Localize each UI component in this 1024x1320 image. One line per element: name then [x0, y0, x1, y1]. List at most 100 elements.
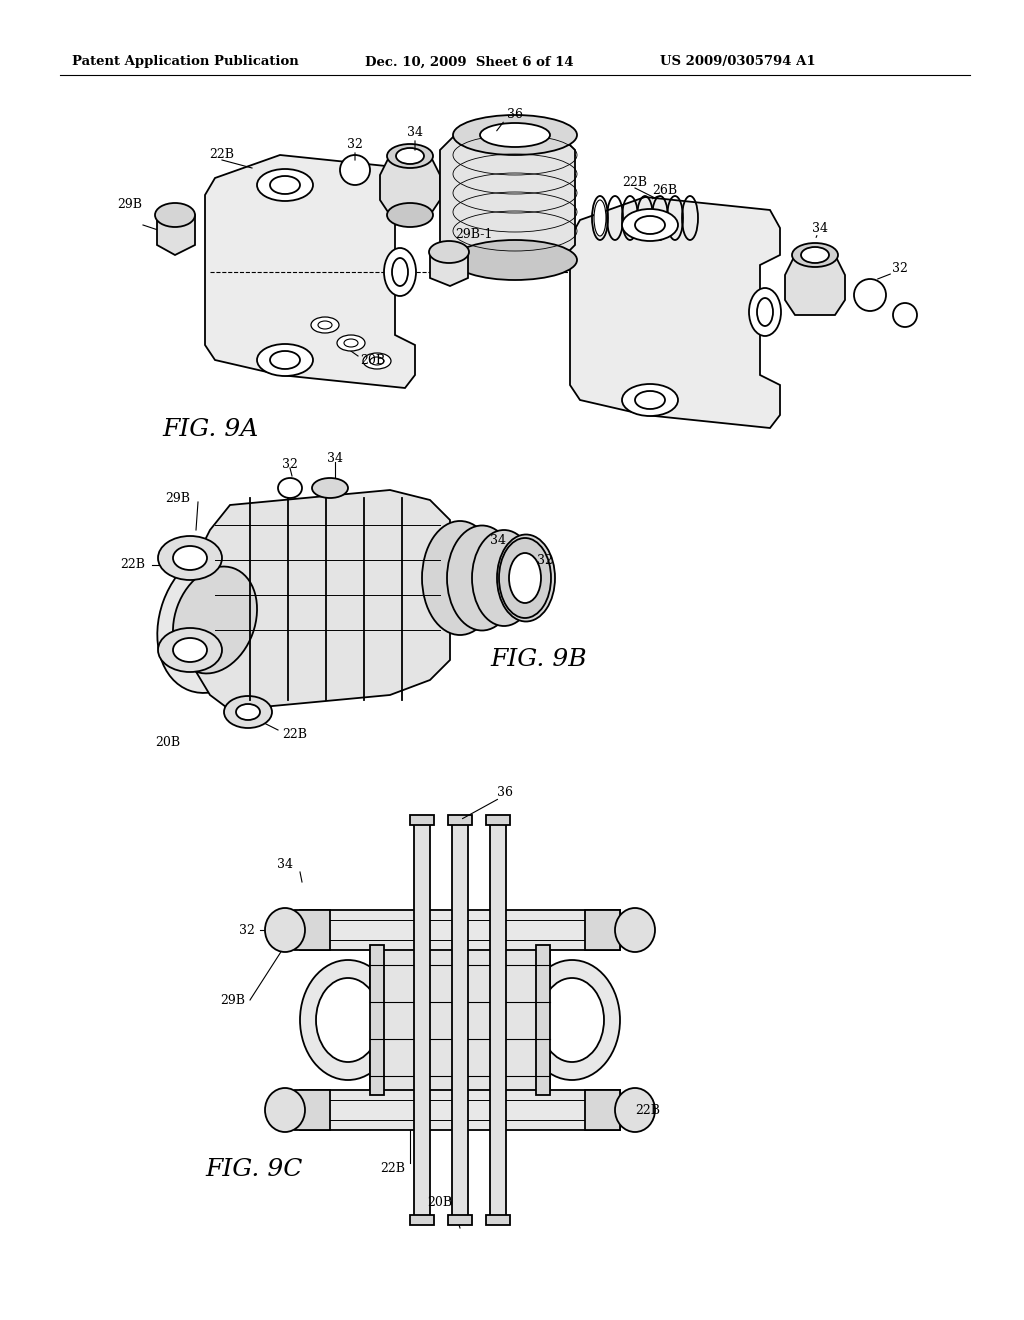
Text: 32: 32: [282, 458, 298, 470]
Ellipse shape: [158, 536, 222, 579]
Ellipse shape: [337, 335, 365, 351]
Bar: [300, 909, 620, 950]
Ellipse shape: [499, 539, 551, 618]
Text: Patent Application Publication: Patent Application Publication: [72, 55, 299, 69]
Ellipse shape: [362, 352, 391, 370]
Ellipse shape: [524, 960, 620, 1080]
Text: 34: 34: [278, 858, 293, 871]
Ellipse shape: [615, 1088, 655, 1133]
Ellipse shape: [155, 203, 195, 227]
Ellipse shape: [158, 628, 222, 672]
Polygon shape: [785, 255, 845, 315]
Ellipse shape: [173, 546, 207, 570]
Text: 29B: 29B: [118, 198, 142, 211]
Ellipse shape: [340, 154, 370, 185]
Bar: [295, 1090, 330, 1130]
Ellipse shape: [312, 478, 348, 498]
Text: Dec. 10, 2009  Sheet 6 of 14: Dec. 10, 2009 Sheet 6 of 14: [365, 55, 573, 69]
Ellipse shape: [300, 960, 396, 1080]
Ellipse shape: [396, 148, 424, 164]
Ellipse shape: [224, 696, 272, 729]
Ellipse shape: [453, 240, 577, 280]
Text: 22B: 22B: [210, 149, 234, 161]
Ellipse shape: [749, 288, 781, 337]
Ellipse shape: [635, 391, 665, 409]
Polygon shape: [570, 197, 780, 428]
Ellipse shape: [316, 978, 380, 1063]
Ellipse shape: [270, 176, 300, 194]
Bar: [585, 909, 620, 950]
Text: 29B-1: 29B-1: [455, 228, 493, 242]
Ellipse shape: [257, 169, 313, 201]
Text: 20B: 20B: [360, 354, 385, 367]
Text: 29B: 29B: [165, 491, 190, 504]
Text: 29B: 29B: [220, 994, 245, 1006]
Polygon shape: [205, 154, 415, 388]
Polygon shape: [157, 205, 195, 255]
Bar: [370, 945, 550, 1096]
Bar: [452, 820, 468, 1220]
Ellipse shape: [265, 1088, 305, 1133]
Ellipse shape: [622, 384, 678, 416]
Bar: [295, 909, 330, 950]
Text: US 2009/0305794 A1: US 2009/0305794 A1: [660, 55, 816, 69]
Bar: [300, 1090, 620, 1130]
Text: 22B: 22B: [623, 177, 647, 190]
Polygon shape: [430, 244, 468, 286]
Bar: [370, 945, 384, 1096]
Ellipse shape: [311, 317, 339, 333]
Ellipse shape: [854, 279, 886, 312]
Ellipse shape: [344, 339, 358, 347]
Text: 32: 32: [892, 261, 908, 275]
Bar: [585, 1090, 620, 1130]
Ellipse shape: [236, 704, 260, 719]
Ellipse shape: [278, 478, 302, 498]
Ellipse shape: [893, 304, 918, 327]
Text: FIG. 9A: FIG. 9A: [162, 418, 258, 441]
Text: 20B: 20B: [427, 1196, 453, 1209]
Ellipse shape: [497, 535, 555, 622]
Ellipse shape: [622, 209, 678, 242]
Bar: [490, 820, 506, 1220]
Ellipse shape: [540, 978, 604, 1063]
Ellipse shape: [801, 247, 829, 263]
Ellipse shape: [318, 321, 332, 329]
Bar: [410, 1214, 434, 1225]
Bar: [486, 814, 510, 825]
Ellipse shape: [422, 521, 498, 635]
Text: 34: 34: [490, 533, 506, 546]
Ellipse shape: [429, 242, 469, 263]
Text: 34: 34: [407, 125, 423, 139]
Text: 34: 34: [327, 451, 343, 465]
Ellipse shape: [594, 201, 606, 236]
Text: 20B: 20B: [155, 735, 180, 748]
Ellipse shape: [158, 546, 272, 693]
Polygon shape: [195, 490, 450, 710]
Text: 22B: 22B: [120, 558, 145, 572]
Bar: [414, 820, 430, 1220]
Ellipse shape: [392, 257, 408, 286]
Text: 26B: 26B: [652, 183, 678, 197]
Polygon shape: [440, 135, 575, 260]
Text: 36: 36: [497, 785, 513, 799]
Ellipse shape: [757, 298, 773, 326]
Ellipse shape: [257, 345, 313, 376]
Text: 22B: 22B: [282, 729, 307, 742]
Ellipse shape: [387, 203, 433, 227]
Ellipse shape: [480, 123, 550, 147]
Text: 32: 32: [537, 553, 553, 566]
Text: 22B: 22B: [635, 1104, 660, 1117]
Bar: [449, 814, 472, 825]
Ellipse shape: [615, 908, 655, 952]
Ellipse shape: [265, 908, 305, 952]
Text: FIG. 9B: FIG. 9B: [490, 648, 587, 672]
Ellipse shape: [472, 531, 536, 626]
Bar: [449, 1214, 472, 1225]
Ellipse shape: [509, 553, 541, 603]
Ellipse shape: [173, 566, 257, 673]
Ellipse shape: [384, 248, 416, 296]
Ellipse shape: [387, 144, 433, 168]
Bar: [536, 945, 550, 1096]
Text: 34: 34: [812, 222, 828, 235]
Ellipse shape: [792, 243, 838, 267]
